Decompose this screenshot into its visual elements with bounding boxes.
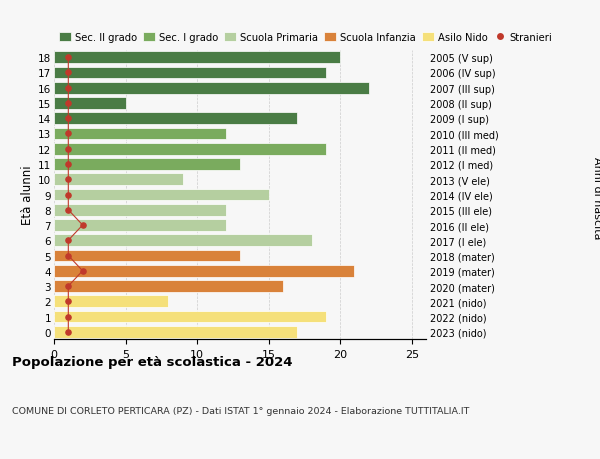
Point xyxy=(64,313,73,320)
Point xyxy=(64,85,73,92)
Point xyxy=(64,100,73,107)
Point xyxy=(64,207,73,214)
Bar xyxy=(54,128,226,140)
Text: Popolazione per età scolastica - 2024: Popolazione per età scolastica - 2024 xyxy=(12,356,293,369)
Legend: Sec. II grado, Sec. I grado, Scuola Primaria, Scuola Infanzia, Asilo Nido, Stran: Sec. II grado, Sec. I grado, Scuola Prim… xyxy=(59,33,553,43)
Point xyxy=(64,70,73,77)
Point xyxy=(78,222,88,229)
Bar xyxy=(54,98,125,110)
Point xyxy=(64,191,73,199)
Point xyxy=(64,237,73,244)
Bar xyxy=(54,250,240,262)
Bar xyxy=(54,113,297,125)
Text: Anni di nascita: Anni di nascita xyxy=(592,156,600,239)
Bar xyxy=(54,265,355,277)
Bar xyxy=(54,326,297,338)
Bar xyxy=(54,280,283,292)
Bar xyxy=(54,83,369,95)
Y-axis label: Età alunni: Età alunni xyxy=(21,165,34,225)
Point xyxy=(64,252,73,260)
Point xyxy=(64,328,73,336)
Point xyxy=(78,268,88,275)
Bar xyxy=(54,159,240,171)
Bar xyxy=(54,204,226,216)
Bar xyxy=(54,144,326,155)
Bar xyxy=(54,311,326,323)
Point xyxy=(64,161,73,168)
Point xyxy=(64,55,73,62)
Bar xyxy=(54,189,269,201)
Bar xyxy=(54,219,226,231)
Bar xyxy=(54,67,326,79)
Point xyxy=(64,176,73,184)
Point xyxy=(64,298,73,305)
Bar xyxy=(54,296,169,308)
Text: COMUNE DI CORLETO PERTICARA (PZ) - Dati ISTAT 1° gennaio 2024 - Elaborazione TUT: COMUNE DI CORLETO PERTICARA (PZ) - Dati … xyxy=(12,406,469,415)
Point xyxy=(64,146,73,153)
Bar xyxy=(54,235,311,246)
Point xyxy=(64,130,73,138)
Bar xyxy=(54,52,340,64)
Point xyxy=(64,283,73,290)
Bar xyxy=(54,174,183,186)
Point xyxy=(64,115,73,123)
